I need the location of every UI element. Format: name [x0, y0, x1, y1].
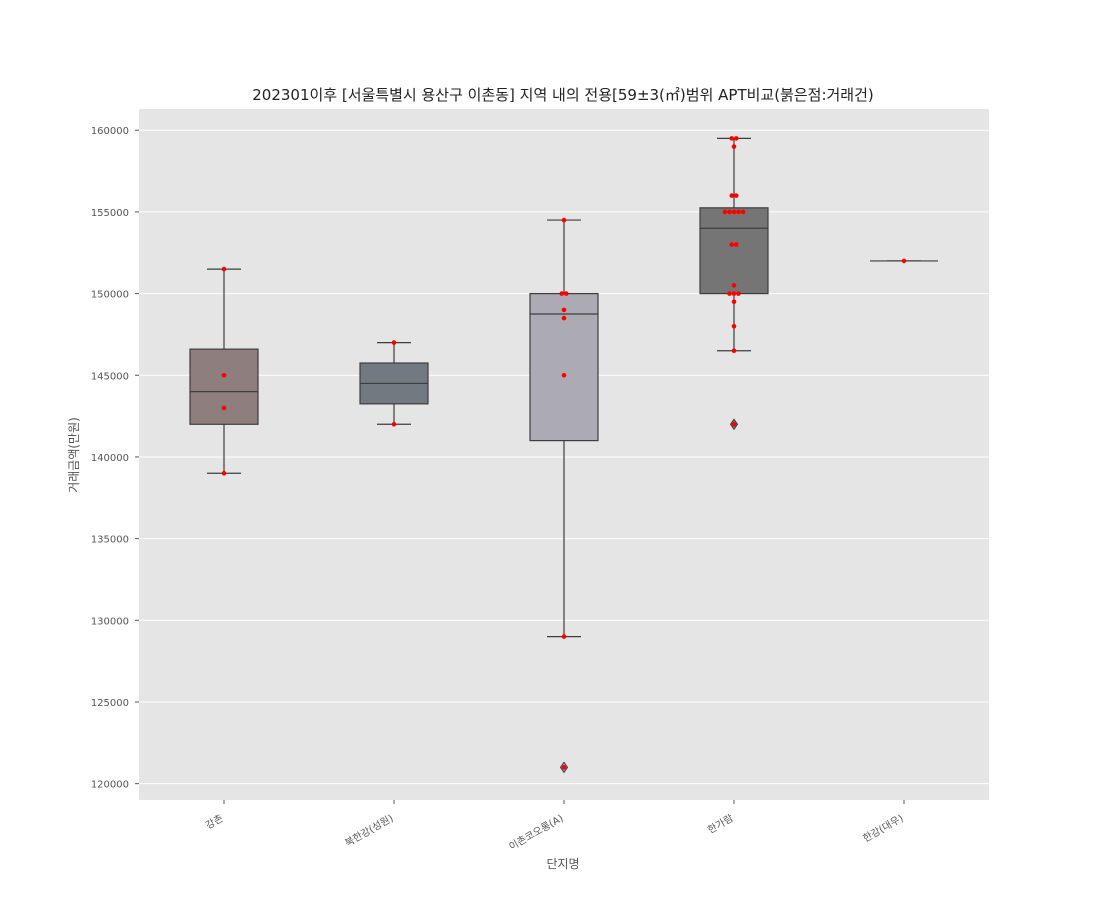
transaction-points	[221, 136, 907, 770]
transaction-point	[731, 421, 737, 427]
transaction-point	[731, 348, 737, 354]
transaction-point	[733, 242, 739, 247]
transaction-point	[561, 765, 567, 770]
transaction-point	[731, 299, 737, 305]
transaction-point	[561, 217, 567, 223]
x-tick-label: 북한강(성원)	[343, 812, 396, 849]
chart-title: 202301이후 [서울특별시 용산구 이촌동] 지역 내의 전용[59±3(㎡…	[252, 86, 874, 104]
box-iqr	[529, 292, 599, 442]
transaction-point	[722, 209, 728, 215]
y-tick-label: 120000	[91, 780, 129, 791]
transaction-point	[729, 193, 735, 198]
x-tick-label: 한강(대우)	[861, 812, 906, 845]
transaction-point	[733, 136, 739, 141]
transaction-point	[561, 372, 567, 378]
x-axis-label: 단지명	[546, 857, 579, 871]
transaction-point	[221, 372, 227, 378]
transaction-point	[727, 209, 732, 215]
x-tick-label: 강촌	[204, 812, 226, 832]
transaction-point	[391, 340, 397, 345]
box-series	[189, 137, 938, 774]
transaction-point	[563, 291, 569, 296]
box-iqr	[699, 207, 769, 295]
transaction-point	[727, 291, 732, 296]
transaction-point	[391, 421, 397, 427]
box-iqr	[189, 348, 259, 425]
transaction-point	[901, 258, 907, 264]
transaction-point	[729, 136, 735, 141]
x-tick-label: 이촌코오롱(A)	[507, 812, 566, 853]
transaction-point	[561, 315, 567, 321]
transaction-point	[729, 242, 735, 247]
transaction-point	[736, 291, 741, 296]
y-tick-label: 125000	[91, 698, 129, 709]
transaction-point	[731, 291, 737, 296]
transaction-point	[731, 209, 737, 215]
transaction-point	[221, 470, 227, 476]
transaction-point	[559, 291, 565, 296]
y-axis-label: 거래금액(만원)	[67, 417, 81, 493]
y-tick-label: 145000	[91, 371, 129, 382]
x-tick-label: 한가람	[705, 811, 735, 836]
y-tick-label: 160000	[91, 126, 129, 137]
transaction-point	[731, 144, 737, 149]
transaction-point	[221, 405, 227, 411]
transaction-point	[221, 266, 227, 272]
y-tick-label: 130000	[91, 616, 129, 627]
transaction-point	[561, 307, 567, 313]
transaction-point	[736, 209, 741, 215]
transaction-point	[561, 634, 567, 639]
transaction-point	[731, 283, 737, 288]
transaction-point	[733, 193, 739, 198]
y-tick-label: 140000	[91, 453, 129, 464]
x-axis-ticks: 강촌 북한강(성원) 이촌코오롱(A) 한가람 한강(대우)	[204, 800, 906, 853]
transaction-point	[740, 209, 746, 215]
y-axis-ticks: 120000 125000 130000 135000 140000 145000 1500…	[91, 126, 139, 791]
y-tick-label: 155000	[91, 208, 129, 219]
y-tick-label: 150000	[91, 290, 129, 301]
transaction-point	[731, 323, 737, 329]
y-tick-label: 135000	[91, 535, 129, 546]
